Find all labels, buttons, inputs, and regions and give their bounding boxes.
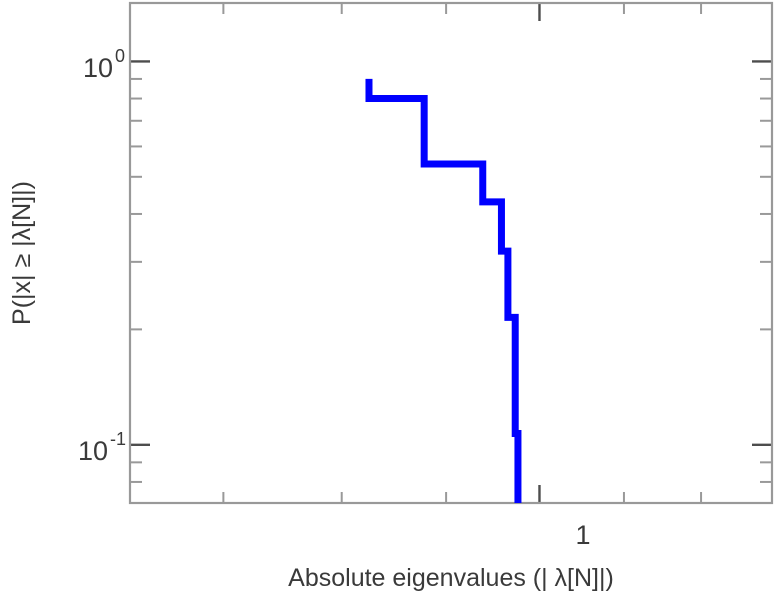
x-tick-labels: 1	[575, 520, 590, 550]
x-tick-label-1: 1	[575, 520, 590, 550]
plot-background	[130, 3, 772, 503]
ccdf-step-line	[365, 78, 522, 503]
x-axis-label: Absolute eigenvalues (| λ[N]|)	[288, 564, 614, 592]
y-tick-label-1e-1-mantissa: 10	[78, 436, 108, 466]
y-tick-label-1e0-mantissa: 10	[83, 53, 113, 83]
y-tick-labels: 10 0 10 -1	[78, 46, 126, 466]
y-tick-label-1e-1-exponent: -1	[110, 429, 126, 449]
y-tick-label-1e0-exponent: 0	[115, 46, 125, 66]
plot-frame	[128, 1, 774, 505]
y-axis-label: P(|x| ≥ |λ[N]|)	[8, 181, 36, 325]
